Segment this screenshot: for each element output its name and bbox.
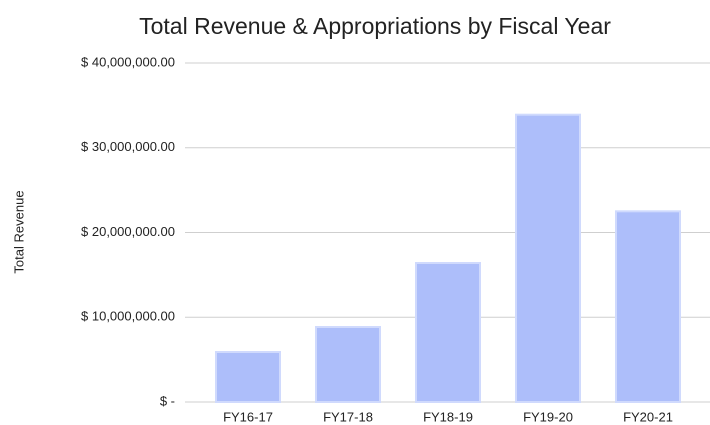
y-tick-label: $ 40,000,000.00	[81, 54, 175, 69]
bar	[515, 113, 581, 403]
bar	[215, 350, 281, 403]
bar	[315, 325, 381, 403]
x-tick-label: FY18-19	[423, 409, 473, 424]
x-tick-label: FY16-17	[223, 409, 273, 424]
x-tick-label: FY17-18	[323, 409, 373, 424]
y-axis-label: Total Revenue	[11, 190, 26, 273]
bar	[615, 210, 681, 403]
bar	[415, 262, 481, 404]
y-tick-label: $ -	[160, 393, 175, 408]
y-tick-label: $ 20,000,000.00	[81, 224, 175, 239]
y-tick-label: $ 10,000,000.00	[81, 309, 175, 324]
chart-title: Total Revenue & Appropriations by Fiscal…	[139, 13, 611, 39]
y-tick-label: $ 30,000,000.00	[81, 139, 175, 154]
x-tick-label: FY20-21	[623, 409, 673, 424]
x-tick-label: FY19-20	[523, 409, 573, 424]
